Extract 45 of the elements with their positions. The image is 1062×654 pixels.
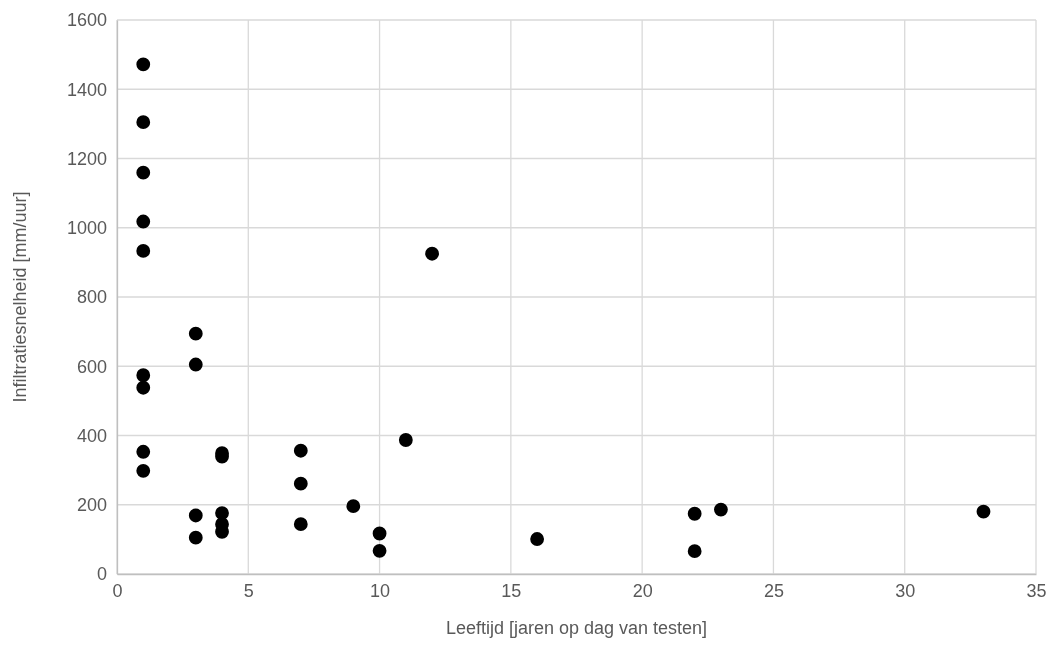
point [530, 532, 545, 546]
y-axis-title: Infiltratiesnelheid [mm/uur] [10, 191, 30, 403]
x-tick-label: 35 [1026, 580, 1047, 601]
x-tick-label: 25 [763, 580, 784, 601]
point [136, 368, 151, 383]
point [188, 357, 203, 372]
y-tick-label: 1600 [66, 10, 107, 31]
point [136, 115, 151, 130]
point [136, 463, 151, 478]
y-tick-label: 1000 [66, 218, 107, 239]
point [687, 544, 702, 559]
point [372, 543, 387, 558]
point [346, 499, 361, 514]
point [293, 517, 308, 532]
y-tick-label: 600 [76, 356, 107, 377]
x-axis-title: Leeftijd [jaren op dag van testen] [445, 618, 708, 638]
point [398, 433, 413, 447]
y-tick-label: 0 [96, 564, 107, 585]
x-tick-label: 5 [243, 580, 254, 601]
y-tick-label: 200 [76, 495, 107, 516]
x-tick-label: 0 [112, 580, 123, 601]
point [188, 530, 203, 545]
point [293, 476, 308, 491]
point [136, 244, 151, 258]
point [136, 444, 151, 459]
x-tick-label: 20 [632, 580, 653, 601]
x-tick-label: 10 [370, 580, 391, 601]
y-tick-label: 800 [76, 287, 107, 308]
point [188, 508, 203, 523]
point [714, 502, 728, 517]
point [293, 443, 308, 458]
point [372, 526, 387, 541]
y-tick-label: 400 [76, 425, 107, 446]
x-tick-label: 30 [895, 580, 916, 601]
x-tick-label: 15 [501, 580, 522, 601]
point [136, 380, 151, 395]
point [976, 504, 991, 519]
y-tick-label: 1400 [66, 79, 107, 100]
point [188, 326, 203, 341]
y-tick-label: 1200 [66, 148, 107, 169]
point [136, 214, 151, 229]
point [687, 506, 702, 521]
point [425, 246, 439, 261]
point [136, 165, 151, 180]
point [136, 57, 151, 72]
